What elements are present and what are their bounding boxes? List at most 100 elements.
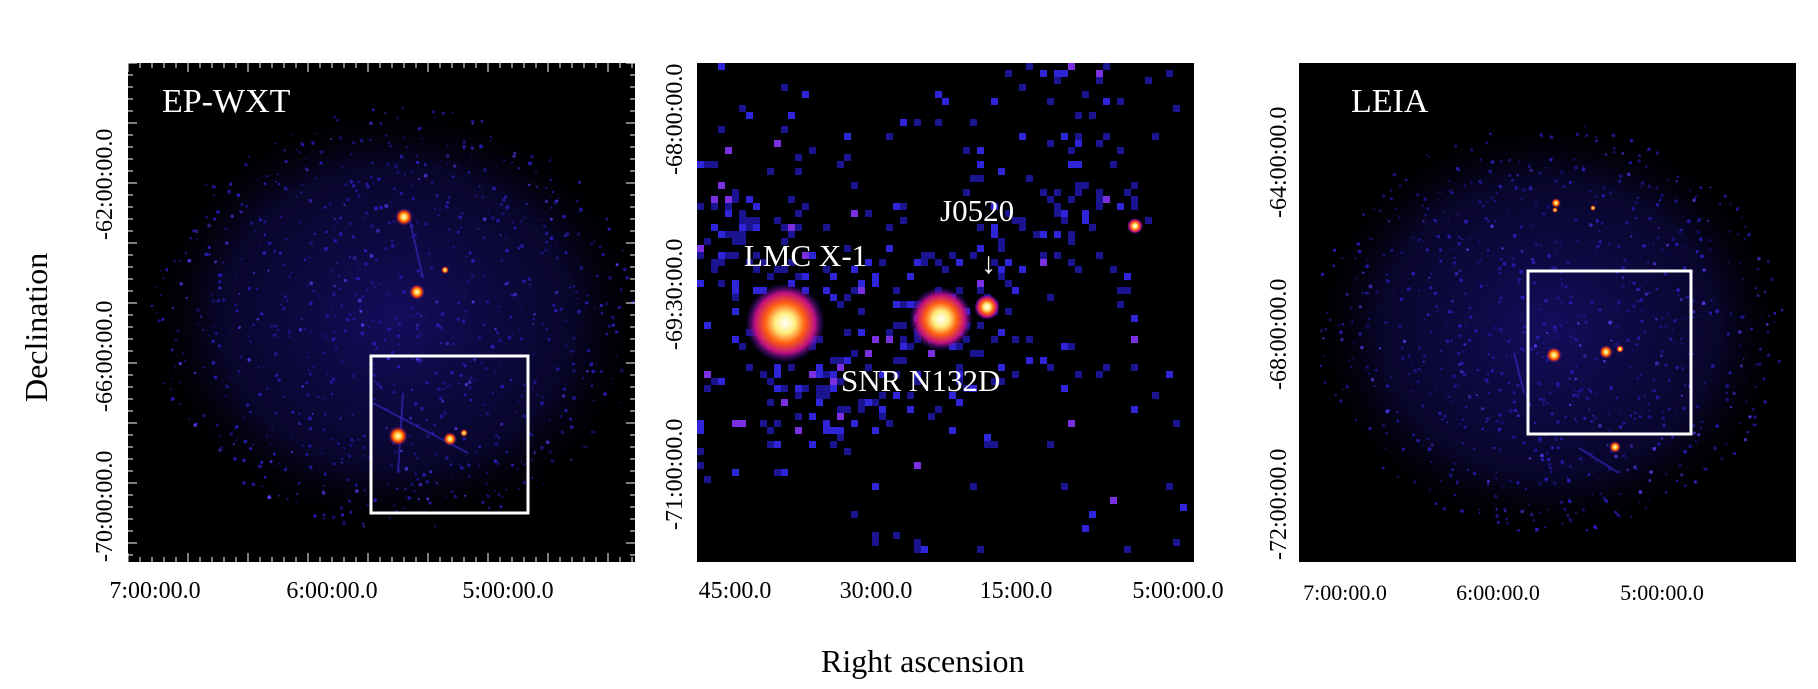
noise-photon <box>1622 454 1626 458</box>
noise-photon <box>1655 151 1660 155</box>
noise-pixel <box>872 280 879 287</box>
noise-photon <box>1428 488 1432 492</box>
noise-photon <box>183 359 187 363</box>
noise-photon <box>1386 279 1390 283</box>
noise-photon <box>218 286 222 290</box>
noise-photon <box>1567 479 1571 483</box>
noise-photon <box>338 417 342 421</box>
noise-photon <box>549 236 554 241</box>
noise-pixel <box>956 378 963 385</box>
noise-photon <box>441 111 445 115</box>
ytick: -69:30:00.0 <box>662 238 688 350</box>
noise-photon <box>1486 249 1490 252</box>
noise-photon <box>332 438 334 441</box>
noise-photon <box>1473 447 1476 451</box>
noise-photon <box>477 227 479 230</box>
noise-photon <box>475 195 477 198</box>
noise-photon <box>407 496 411 500</box>
noise-photon <box>1415 193 1420 197</box>
noise-photon <box>283 186 288 191</box>
noise-photon <box>515 411 518 413</box>
noise-pixel <box>739 105 746 112</box>
noise-photon <box>549 195 551 198</box>
noise-pixel <box>970 119 977 126</box>
noise-pixel <box>872 427 879 434</box>
noise-photon <box>1540 453 1544 458</box>
noise-pixel <box>977 147 984 154</box>
noise-photon <box>1517 277 1521 282</box>
noise-photon <box>371 161 374 164</box>
noise-pixel <box>879 413 886 420</box>
noise-photon <box>1473 472 1477 476</box>
noise-photon <box>1457 351 1460 355</box>
noise-photon <box>301 444 304 447</box>
noise-photon <box>1753 415 1757 420</box>
noise-photon <box>342 520 345 523</box>
noise-photon <box>322 446 325 449</box>
noise-photon <box>1345 292 1349 297</box>
noise-photon <box>281 306 286 311</box>
noise-photon <box>544 199 549 204</box>
noise-pixel <box>725 196 732 203</box>
noise-photon <box>1695 404 1700 409</box>
noise-photon <box>457 301 461 305</box>
panel-zoom-image: LMC X-1 J0520 ↓ SNR N132D <box>697 63 1194 562</box>
noise-photon <box>1413 369 1418 373</box>
noise-pixel <box>746 259 753 266</box>
noise-photon <box>437 214 440 217</box>
noise-photon <box>1680 228 1684 232</box>
noise-photon <box>1676 175 1680 179</box>
noise-photon <box>1647 147 1651 152</box>
noise-pixel <box>781 385 788 392</box>
noise-photon <box>592 399 595 402</box>
noise-photon <box>1568 403 1572 407</box>
noise-photon <box>593 240 596 243</box>
noise-photon <box>459 226 462 229</box>
noise-photon <box>350 153 353 156</box>
noise-photon <box>467 172 470 174</box>
noise-photon <box>425 381 429 385</box>
noise-photon <box>467 463 471 467</box>
noise-pixel <box>879 259 886 266</box>
noise-pixel <box>977 245 984 252</box>
noise-photon <box>1616 300 1621 305</box>
noise-photon <box>443 411 447 415</box>
noise-photon <box>1390 189 1393 192</box>
noise-photon <box>570 349 573 353</box>
noise-photon <box>334 347 338 351</box>
noise-photon <box>1738 422 1741 424</box>
noise-photon <box>456 230 460 234</box>
noise-photon <box>305 157 307 160</box>
noise-pixel <box>879 406 886 413</box>
noise-photon <box>1531 260 1536 265</box>
noise-pixel <box>781 84 788 91</box>
noise-photon <box>267 269 270 272</box>
noise-photon <box>540 445 544 450</box>
noise-photon <box>292 433 294 436</box>
noise-photon <box>1559 241 1562 244</box>
noise-pixel <box>914 546 921 553</box>
noise-photon <box>1647 184 1652 189</box>
xtick: 5:00:00.0 <box>1620 580 1704 605</box>
noise-photon <box>185 296 188 299</box>
noise-pixel <box>774 385 781 392</box>
noise-pixel <box>837 357 844 364</box>
noise-photon <box>1619 174 1623 178</box>
noise-photon <box>162 277 165 280</box>
noise-photon <box>522 383 526 387</box>
noise-photon <box>336 119 339 122</box>
noise-pixel <box>893 357 900 364</box>
noise-photon <box>1628 161 1633 165</box>
noise-pixel <box>760 259 767 266</box>
noise-pixel <box>788 196 795 203</box>
noise-photon <box>1412 433 1415 437</box>
noise-photon <box>369 176 373 179</box>
noise-photon <box>282 395 285 399</box>
noise-photon <box>548 419 551 421</box>
noise-pixel <box>1131 336 1138 343</box>
noise-photon <box>178 403 181 406</box>
noise-photon <box>1464 292 1466 295</box>
noise-photon <box>570 458 573 461</box>
noise-photon <box>1351 320 1354 324</box>
source-snr-n132d <box>909 287 973 351</box>
